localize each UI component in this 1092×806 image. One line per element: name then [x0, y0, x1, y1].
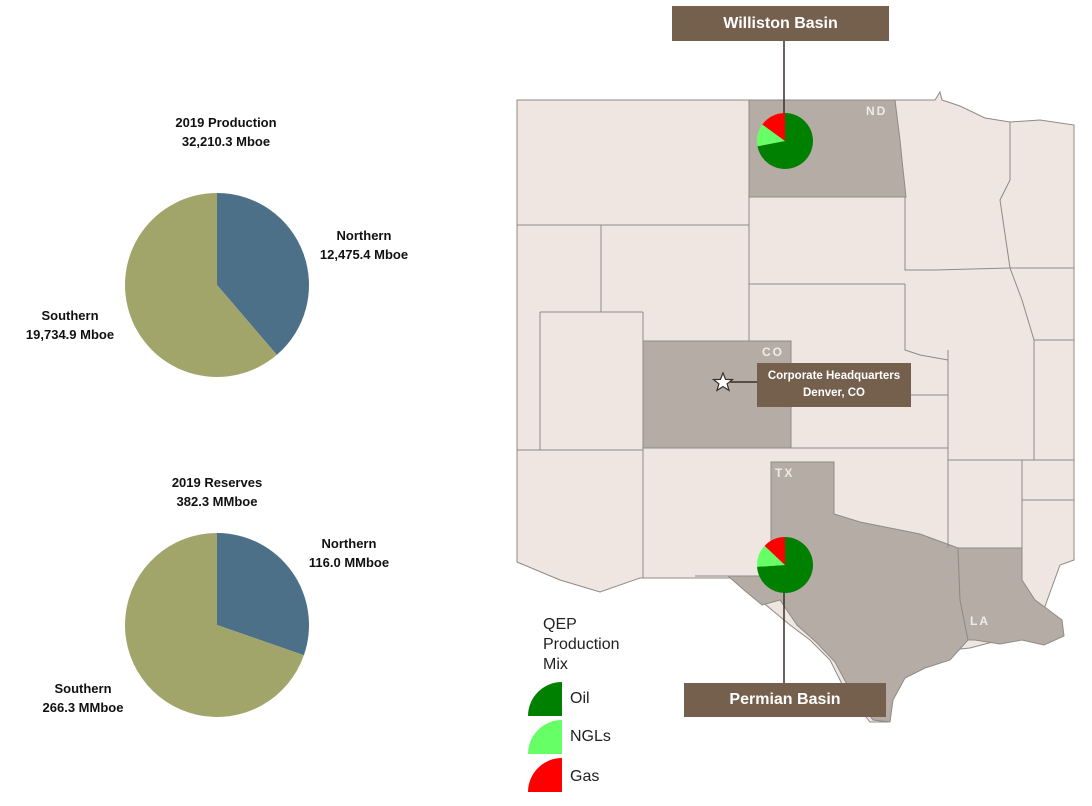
legend-title-line-2: Production: [543, 636, 620, 653]
production-southern-name: Southern: [41, 308, 99, 323]
reserves-pie: [124, 533, 309, 718]
legend-swatch-ngls: [528, 720, 562, 754]
production-pie-slice-northern: [217, 193, 309, 355]
legend-title: QEP Production Mix: [543, 615, 620, 675]
state-la: [957, 547, 1065, 646]
production-southern-value: 19,734.9 Mboe: [25, 327, 115, 342]
permian-mix-pie-slice-oil: [757, 537, 813, 593]
legend-swatch-gas: [528, 758, 562, 792]
hq-line-1: Corporate Headquarters: [767, 370, 901, 382]
williston-mix-pie-slice-oil: [757, 113, 814, 169]
legend-label-oil: Oil: [570, 690, 590, 707]
state-label-co: CO: [762, 345, 784, 359]
permian-mix-pie: [757, 537, 813, 593]
williston-basin-box: Williston Basin: [672, 6, 889, 41]
legend-swatch-oil: [528, 682, 562, 716]
production-southern-label: Southern 19,734.9 Mboe: [10, 306, 130, 344]
hq-line-2: Denver, CO: [803, 387, 865, 399]
williston-mix-pie-slice-ngls: [757, 124, 785, 147]
hq-star-icon: [711, 371, 735, 392]
reserves-pie-title: 2019 Reserves 382.3 MMboe: [117, 473, 317, 511]
williston-mix-pie: [757, 113, 814, 169]
reserves-southern-name: Southern: [54, 681, 112, 696]
legend-title-line-1: QEP: [543, 616, 577, 633]
production-northern-label: Northern 12,475.4 Mboe: [304, 226, 424, 264]
hq-callout-box: Corporate Headquarters Denver, CO: [757, 363, 911, 407]
reserves-title: 2019 Reserves: [171, 475, 263, 490]
state-label-tx: TX: [775, 466, 795, 480]
production-pie: [124, 193, 309, 378]
production-total: 32,210.3 Mboe: [181, 134, 271, 149]
williston-mix-pie-slice-gas: [762, 113, 785, 141]
production-northern-name: Northern: [336, 228, 392, 243]
reserves-southern-value: 266.3 MMboe: [42, 700, 124, 715]
reserves-southern-label: Southern 266.3 MMboe: [28, 679, 138, 717]
reserves-northern-name: Northern: [321, 536, 377, 551]
permian-basin-box: Permian Basin: [684, 683, 886, 717]
production-title: 2019 Production: [175, 115, 277, 130]
legend-label-ngls: NGLs: [570, 728, 611, 745]
reserves-northern-label: Northern 116.0 MMboe: [290, 534, 408, 572]
production-pie-slice-southern: [124, 193, 277, 378]
reserves-pie-slice-northern: [217, 533, 309, 656]
production-pie-title: 2019 Production 32,210.3 Mboe: [126, 113, 326, 151]
state-tx: [695, 461, 969, 723]
reserves-northern-value: 116.0 MMboe: [308, 555, 390, 570]
permian-mix-pie-slice-gas: [764, 537, 785, 565]
legend-title-line-3: Mix: [543, 656, 568, 673]
reserves-total: 382.3 MMboe: [176, 494, 258, 509]
production-northern-value: 12,475.4 Mboe: [319, 247, 409, 262]
legend-label-gas: Gas: [570, 768, 600, 785]
permian-mix-pie-slice-ngls: [757, 545, 785, 567]
state-label-nd: ND: [866, 104, 888, 118]
reserves-pie-slice-southern: [124, 533, 304, 718]
state-label-la: LA: [970, 614, 990, 628]
